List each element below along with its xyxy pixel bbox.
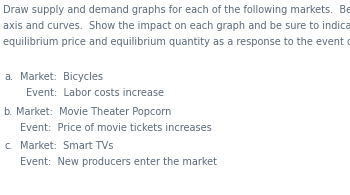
Text: Market:  Bicycles: Market: Bicycles [20, 72, 103, 82]
Text: Event:  Price of movie tickets increases: Event: Price of movie tickets increases [20, 123, 212, 133]
Text: b.: b. [3, 107, 12, 117]
Text: Event:  Labor costs increase: Event: Labor costs increase [26, 88, 164, 98]
Text: Market:  Movie Theater Popcorn: Market: Movie Theater Popcorn [16, 107, 171, 117]
Text: a.: a. [4, 72, 13, 82]
Text: axis and curves.  Show the impact on each graph and be sure to indicate what hap: axis and curves. Show the impact on each… [3, 21, 350, 31]
Text: equilibrium price and equilibrium quantity as a response to the event described.: equilibrium price and equilibrium quanti… [3, 37, 350, 47]
Text: Draw supply and demand graphs for each of the following markets.  Be sure to lab: Draw supply and demand graphs for each o… [3, 5, 350, 15]
Text: Market:  Smart TVs: Market: Smart TVs [20, 141, 114, 151]
Text: Event:  New producers enter the market: Event: New producers enter the market [20, 157, 217, 167]
Text: c.: c. [4, 141, 13, 151]
